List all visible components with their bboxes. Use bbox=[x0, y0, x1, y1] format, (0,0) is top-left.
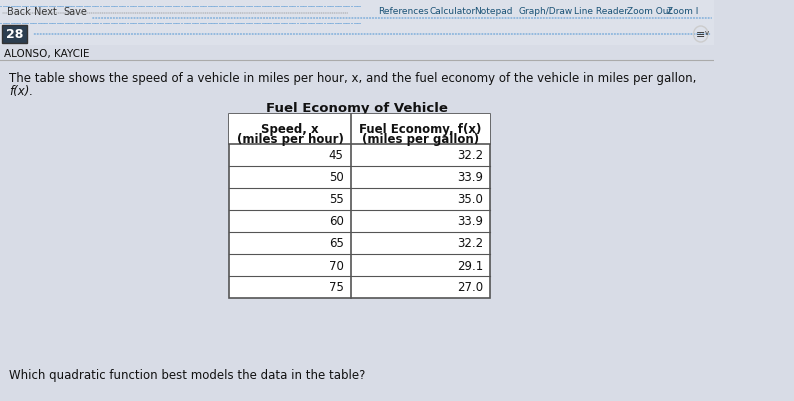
Text: 50: 50 bbox=[329, 171, 344, 184]
Text: Line Reader: Line Reader bbox=[574, 8, 628, 16]
Text: Save: Save bbox=[63, 7, 87, 17]
Text: 33.9: 33.9 bbox=[457, 171, 483, 184]
Text: Fuel Economy, f(x): Fuel Economy, f(x) bbox=[360, 123, 482, 136]
Text: The table shows the speed of a vehicle in miles per hour, x, and the fuel econom: The table shows the speed of a vehicle i… bbox=[9, 72, 696, 85]
Text: 28: 28 bbox=[6, 28, 23, 41]
Text: 55: 55 bbox=[329, 193, 344, 206]
Text: Zoom Out: Zoom Out bbox=[627, 8, 672, 16]
Text: 32.2: 32.2 bbox=[457, 237, 483, 250]
FancyBboxPatch shape bbox=[229, 115, 490, 298]
Text: Fuel Economy of Vehicle: Fuel Economy of Vehicle bbox=[266, 102, 448, 115]
FancyBboxPatch shape bbox=[2, 26, 27, 44]
Text: Notepad: Notepad bbox=[474, 8, 513, 16]
Text: 33.9: 33.9 bbox=[457, 215, 483, 228]
Text: ALONSO, KAYCIE: ALONSO, KAYCIE bbox=[5, 49, 90, 59]
Text: ≡: ≡ bbox=[696, 30, 705, 40]
Text: References: References bbox=[378, 8, 428, 16]
FancyBboxPatch shape bbox=[0, 0, 715, 24]
Text: Which quadratic function best models the data in the table?: Which quadratic function best models the… bbox=[9, 368, 365, 381]
Text: Graph/Draw: Graph/Draw bbox=[518, 8, 572, 16]
Text: Back: Back bbox=[7, 7, 31, 17]
Text: 35.0: 35.0 bbox=[457, 193, 483, 206]
Text: 65: 65 bbox=[329, 237, 344, 250]
Text: 32.2: 32.2 bbox=[457, 149, 483, 162]
Text: v: v bbox=[705, 30, 709, 36]
Text: f(x).: f(x). bbox=[9, 85, 33, 98]
Text: 75: 75 bbox=[329, 281, 344, 294]
Text: Zoom I: Zoom I bbox=[668, 8, 699, 16]
FancyBboxPatch shape bbox=[0, 46, 715, 61]
Text: Speed, x: Speed, x bbox=[261, 123, 319, 136]
Text: 45: 45 bbox=[329, 149, 344, 162]
Text: Next: Next bbox=[34, 7, 57, 17]
Text: 70: 70 bbox=[329, 259, 344, 272]
FancyBboxPatch shape bbox=[229, 115, 490, 145]
Text: 29.1: 29.1 bbox=[457, 259, 483, 272]
Text: 60: 60 bbox=[329, 215, 344, 228]
Text: (miles per gallon): (miles per gallon) bbox=[362, 133, 479, 146]
Text: Calculator: Calculator bbox=[430, 8, 476, 16]
FancyBboxPatch shape bbox=[0, 24, 715, 46]
Text: (miles per hour): (miles per hour) bbox=[237, 133, 344, 146]
Text: 27.0: 27.0 bbox=[457, 281, 483, 294]
